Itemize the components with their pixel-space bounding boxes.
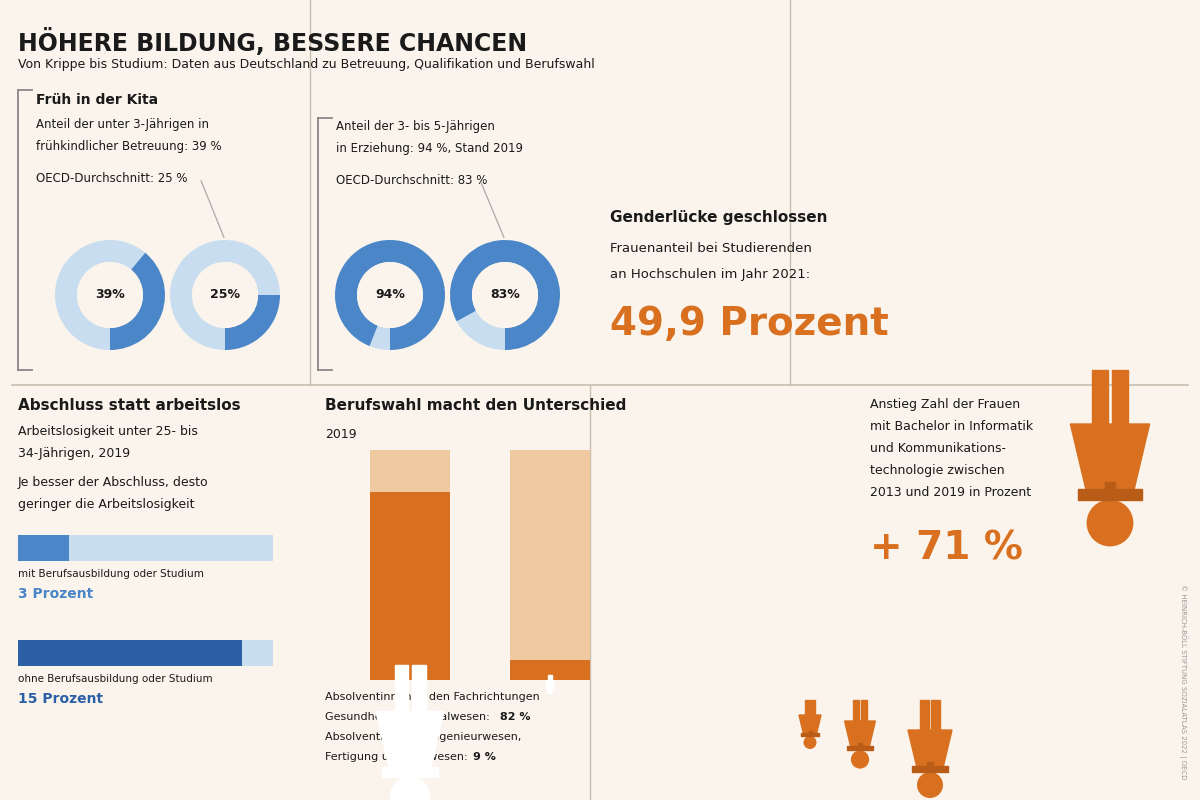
Text: 9 %: 9 % (473, 752, 496, 762)
Text: Anstieg Zahl der Frauen: Anstieg Zahl der Frauen (870, 398, 1020, 411)
Wedge shape (55, 240, 145, 350)
Polygon shape (1092, 370, 1109, 424)
Text: 39%: 39% (95, 289, 125, 302)
Text: Früh in der Kita: Früh in der Kita (36, 93, 158, 107)
Text: ohne Berufsausbildung oder Studium: ohne Berufsausbildung oder Studium (18, 674, 212, 684)
Text: 49,9 Prozent: 49,9 Prozent (610, 305, 889, 343)
Wedge shape (110, 253, 164, 350)
Text: frühkindlicher Betreuung: 39 %: frühkindlicher Betreuung: 39 % (36, 140, 222, 153)
Text: © HEINRICH-BÖLL STIFTUNG SOZIALATLAS 2022 | OECD: © HEINRICH-BÖLL STIFTUNG SOZIALATLAS 202… (1180, 585, 1188, 780)
Polygon shape (550, 687, 551, 688)
Text: HÖHERE BILDUNG, BESSERE CHANCEN: HÖHERE BILDUNG, BESSERE CHANCEN (18, 28, 527, 56)
Text: Gesundheit und Sozialwesen:: Gesundheit und Sozialwesen: (325, 712, 493, 722)
Text: Genderlücke geschlossen: Genderlücke geschlossen (610, 210, 828, 225)
Circle shape (358, 262, 424, 328)
Polygon shape (805, 700, 810, 715)
Text: 2019: 2019 (325, 428, 356, 441)
Polygon shape (1078, 489, 1142, 499)
Polygon shape (845, 721, 876, 747)
Wedge shape (335, 240, 445, 350)
Text: Anteil der 3- bis 5-Jährigen: Anteil der 3- bis 5-Jährigen (336, 120, 494, 133)
Polygon shape (908, 730, 952, 768)
Circle shape (804, 736, 816, 749)
Polygon shape (860, 700, 866, 721)
Wedge shape (457, 311, 505, 350)
Polygon shape (546, 688, 553, 690)
Text: OECD-Durchschnitt: 25 %: OECD-Durchschnitt: 25 % (36, 172, 187, 185)
Wedge shape (450, 240, 560, 350)
Text: in Erziehung: 94 %, Stand 2019: in Erziehung: 94 %, Stand 2019 (336, 142, 523, 155)
Bar (18, 640, 274, 666)
Bar (370, 492, 450, 680)
Text: Je besser der Abschluss, desto: Je besser der Abschluss, desto (18, 476, 209, 489)
Text: Anteil der unter 3-Jährigen in: Anteil der unter 3-Jährigen in (36, 118, 209, 131)
Text: 83%: 83% (490, 289, 520, 302)
Circle shape (390, 777, 430, 800)
Polygon shape (1070, 424, 1150, 492)
Text: an Hochschulen im Jahr 2021:: an Hochschulen im Jahr 2021: (610, 268, 810, 281)
Text: Arbeitslosigkeit unter 25- bis: Arbeitslosigkeit unter 25- bis (18, 425, 198, 438)
Polygon shape (412, 665, 426, 711)
Polygon shape (548, 675, 550, 681)
Text: Berufswahl macht den Unterschied: Berufswahl macht den Unterschied (325, 398, 626, 413)
Wedge shape (226, 295, 280, 350)
Polygon shape (406, 761, 415, 767)
Polygon shape (931, 700, 940, 730)
Bar (510, 450, 590, 660)
Polygon shape (853, 700, 859, 721)
Polygon shape (546, 681, 554, 689)
Circle shape (1087, 499, 1134, 546)
Text: Absolventinnen in Ingenieurwesen,: Absolventinnen in Ingenieurwesen, (325, 732, 521, 742)
Polygon shape (382, 767, 438, 777)
Text: 25%: 25% (210, 289, 240, 302)
Circle shape (547, 690, 553, 694)
Polygon shape (847, 746, 872, 750)
Text: technologie zwischen: technologie zwischen (870, 464, 1004, 477)
Text: 82 %: 82 % (500, 712, 530, 722)
Polygon shape (551, 675, 552, 681)
Text: Abschluss statt arbeitslos: Abschluss statt arbeitslos (18, 398, 241, 413)
Bar (18, 535, 274, 561)
Polygon shape (858, 743, 862, 746)
Polygon shape (1111, 370, 1128, 424)
Text: und Kommunikations-: und Kommunikations- (870, 442, 1006, 455)
Text: Fertigung und Bauwesen:: Fertigung und Bauwesen: (325, 752, 472, 762)
Polygon shape (376, 711, 444, 770)
Polygon shape (802, 733, 818, 736)
Text: + 71 %: + 71 % (870, 530, 1022, 568)
Polygon shape (799, 715, 821, 734)
Wedge shape (170, 240, 280, 350)
Text: mit Bachelor in Informatik: mit Bachelor in Informatik (870, 420, 1033, 433)
Polygon shape (809, 731, 811, 733)
Polygon shape (928, 762, 934, 766)
Polygon shape (395, 665, 408, 711)
Text: 3 Prozent: 3 Prozent (18, 587, 94, 601)
Bar (18, 535, 70, 561)
Circle shape (472, 262, 538, 328)
Circle shape (917, 772, 943, 798)
Text: mit Berufsausbildung oder Studium: mit Berufsausbildung oder Studium (18, 569, 204, 579)
Circle shape (851, 750, 869, 769)
Bar (510, 660, 590, 680)
Bar (370, 450, 450, 492)
Text: 15 Prozent: 15 Prozent (18, 692, 103, 706)
Polygon shape (1104, 482, 1116, 489)
Text: Von Krippe bis Studium: Daten aus Deutschland zu Betreuung, Qualifikation und Be: Von Krippe bis Studium: Daten aus Deutsc… (18, 58, 595, 71)
Circle shape (192, 262, 258, 328)
Bar (18, 640, 242, 666)
Polygon shape (912, 766, 948, 772)
Polygon shape (920, 700, 929, 730)
Text: 94%: 94% (376, 289, 404, 302)
Circle shape (77, 262, 143, 328)
Text: Frauenanteil bei Studierenden: Frauenanteil bei Studierenden (610, 242, 812, 255)
Text: geringer die Arbeitslosigkeit: geringer die Arbeitslosigkeit (18, 498, 194, 511)
Text: OECD-Durchschnitt: 83 %: OECD-Durchschnitt: 83 % (336, 174, 487, 187)
Wedge shape (370, 326, 390, 350)
Text: Absolventinnen in den Fachrichtungen: Absolventinnen in den Fachrichtungen (325, 692, 540, 702)
Text: 2013 und 2019 in Prozent: 2013 und 2019 in Prozent (870, 486, 1031, 499)
Text: 34-Jährigen, 2019: 34-Jährigen, 2019 (18, 447, 130, 460)
Polygon shape (810, 700, 815, 715)
